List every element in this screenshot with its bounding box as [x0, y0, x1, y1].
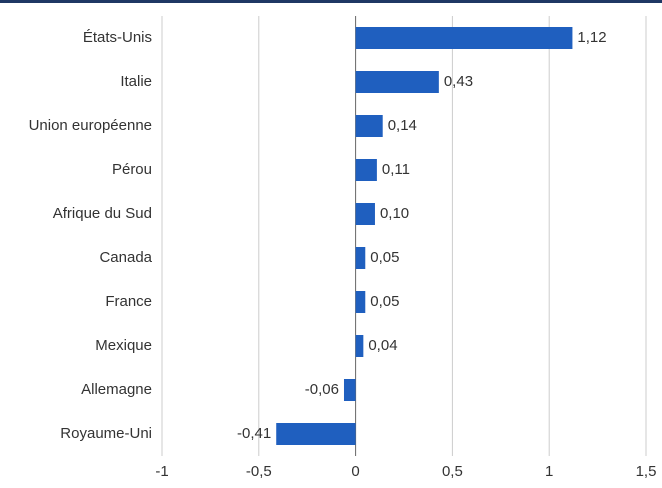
value-label: 0,10: [380, 205, 409, 222]
y-tick-label: France: [105, 293, 152, 310]
y-tick-label: Royaume-Uni: [60, 425, 152, 442]
value-label: 0,43: [444, 73, 473, 90]
bar: [355, 115, 383, 137]
bar: [355, 203, 375, 225]
value-label: 1,12: [577, 29, 606, 46]
y-tick-label: Afrique du Sud: [53, 205, 152, 222]
top-band: [0, 0, 662, 3]
x-tick-label: 0,5: [442, 463, 463, 480]
value-label: -0,06: [305, 381, 339, 398]
bar: [355, 335, 364, 357]
value-label: 0,11: [382, 161, 410, 178]
x-tick-label: 1: [545, 463, 553, 480]
bar: [355, 291, 366, 313]
value-label: 0,04: [368, 337, 397, 354]
y-tick-label: États-Unis: [83, 29, 152, 46]
bar: [355, 27, 573, 49]
bar: [355, 159, 377, 181]
value-label: -0,41: [237, 425, 271, 442]
y-tick-label: Canada: [99, 249, 152, 266]
bar: [276, 423, 356, 445]
y-tick-label: Pérou: [112, 161, 152, 178]
x-tick-label: -1: [155, 463, 168, 480]
x-tick-label: 1,5: [636, 463, 657, 480]
value-label: 0,05: [370, 249, 399, 266]
y-tick-label: Allemagne: [81, 381, 152, 398]
x-tick-label: 0: [351, 463, 359, 480]
y-tick-label: Italie: [120, 73, 152, 90]
y-tick-label: Mexique: [95, 337, 152, 354]
x-tick-label: -0,5: [246, 463, 272, 480]
value-label: 0,05: [370, 293, 399, 310]
bar: [355, 71, 439, 93]
bar: [355, 247, 366, 269]
value-label: 0,14: [388, 117, 417, 134]
bar: [343, 379, 356, 401]
y-tick-label: Union européenne: [29, 117, 152, 134]
